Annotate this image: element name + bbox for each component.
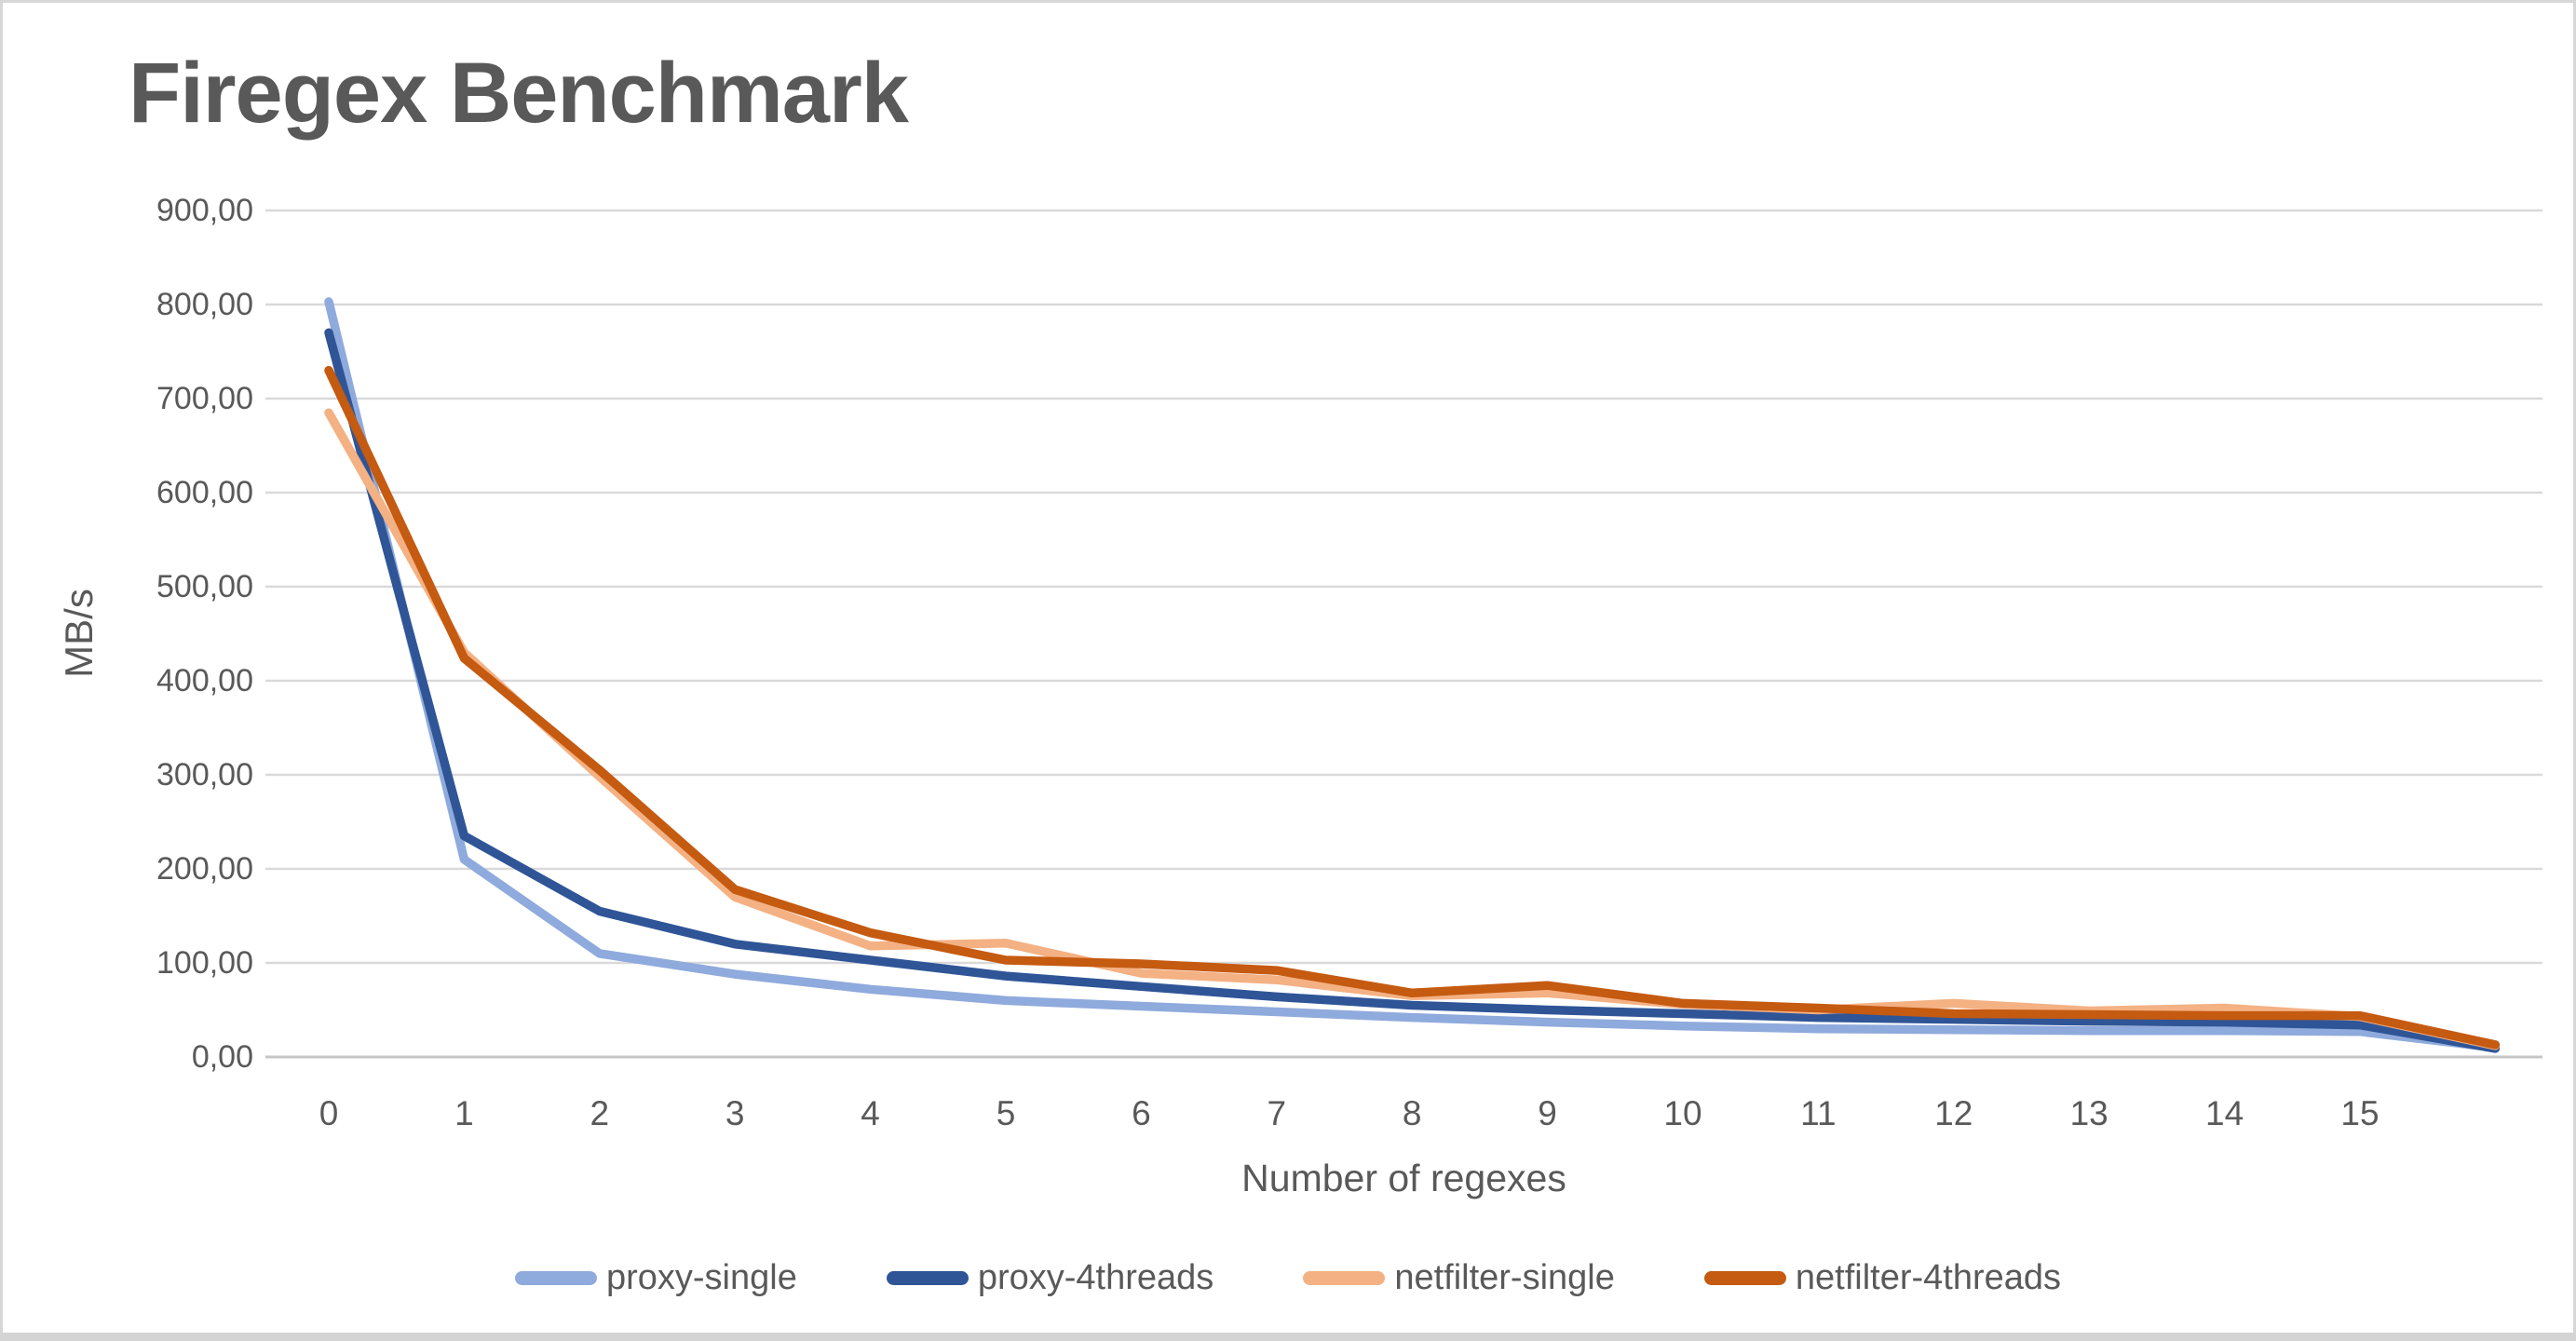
legend-marker-icon [1303,1270,1386,1285]
series-line-netfilter-4threads [324,365,2501,1050]
window-bottom-edge [0,1333,2576,1341]
legend-label: netfilter-single [1394,1257,1615,1297]
legend-label: proxy-4threads [977,1257,1214,1297]
legend-marker-icon [514,1270,597,1285]
series-line-proxy-4threads [324,328,2501,1053]
chart-title: Firegex Benchmark [129,46,909,141]
legend-item-netfilter-4threads: netfilter-4threads [1703,1257,2062,1298]
y-axis-title: MB/s [57,589,101,678]
x-axis-title: Number of regexes [1241,1157,1566,1199]
legend-marker-icon [1703,1270,1786,1285]
legend-label: netfilter-4threads [1795,1257,2062,1297]
legend-item-netfilter-single: netfilter-single [1303,1258,1615,1298]
series-line-proxy-single [324,297,2501,1052]
chart-legend: proxy-single proxy-4threads netfilter-sing… [0,1250,2576,1306]
legend-marker-icon [886,1270,969,1285]
series-line-netfilter-single [324,408,2501,1050]
legend-item-proxy-4threads: proxy-4threads [886,1257,1214,1298]
legend-label: proxy-single [605,1257,797,1297]
legend-item-proxy-single: proxy-single [514,1257,797,1298]
